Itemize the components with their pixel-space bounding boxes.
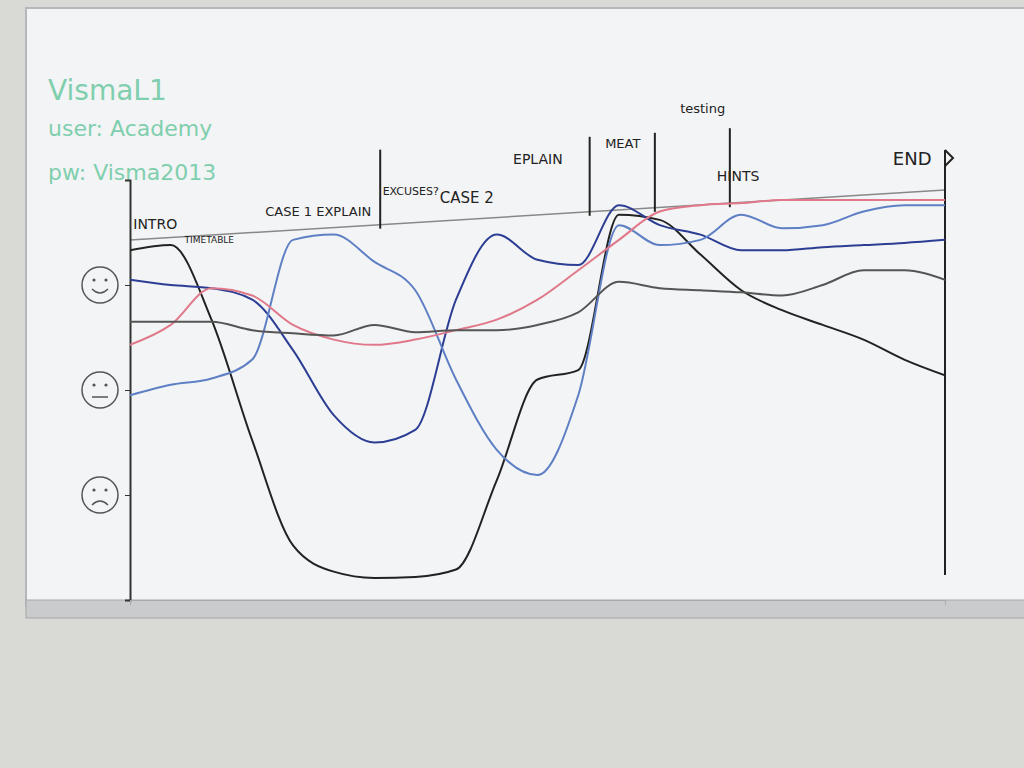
face-icon: [82, 372, 118, 408]
face-eye: [92, 488, 95, 491]
phase-divider: [589, 137, 591, 216]
face-icon: [82, 477, 118, 513]
face-mouth: [92, 289, 108, 293]
x-axis: [131, 600, 946, 605]
x-axis-line: [131, 601, 946, 606]
series-line: [130, 205, 945, 442]
phase-label: testing: [680, 101, 725, 116]
series-line: [130, 270, 945, 335]
series-line: [130, 205, 945, 475]
face-mouth: [92, 396, 108, 398]
x-tick: [130, 600, 131, 605]
series-line: [130, 200, 945, 345]
face-eye: [92, 278, 95, 281]
y-tick-mark: [125, 285, 130, 286]
marker-tray: [26, 600, 1024, 618]
note-text: user: Academy: [48, 116, 212, 141]
face-outline: [82, 372, 118, 408]
timeline: [130, 190, 945, 240]
face-outline: [82, 267, 118, 303]
y-tick: [125, 495, 130, 496]
phase-label: TIMETABLE: [184, 235, 235, 245]
face-mouth: [92, 501, 108, 505]
phase-label: HINTS: [717, 168, 760, 184]
phase-labels: INTRO TIMETABLE CASE 1 EXPLAIN EXCUSES?CASE…: [133, 101, 931, 244]
plot-area: [130, 200, 945, 578]
series-line: [130, 215, 945, 578]
x-tick-mark: [130, 600, 131, 605]
note-text: VismaL1: [48, 74, 167, 107]
face-eye: [104, 278, 107, 281]
chart-svg: VismaL1 user: Academy pw: Visma2013 INTRO TI…: [0, 0, 1024, 768]
phase-label: EPLAIN: [513, 151, 563, 167]
phase-label: CASE 2: [440, 189, 494, 207]
y-tick-mark: [125, 495, 130, 496]
whiteboard: [26, 8, 1024, 606]
phase-label: EXCUSES?: [383, 185, 439, 198]
phase-divider: [379, 150, 381, 229]
faces: [82, 267, 118, 513]
phase-label: END: [893, 148, 932, 169]
y-tick: [125, 285, 130, 286]
face-icon: [82, 267, 118, 303]
phase-dividers: [380, 128, 953, 575]
y-tick: [125, 390, 130, 391]
y-axis: [125, 181, 131, 601]
note-text: pw: Visma2013: [48, 160, 216, 185]
phase-label: INTRO: [133, 216, 177, 232]
chart-container: VismaL1 user: Academy pw: Visma2013 INTRO TI…: [0, 0, 1024, 768]
face-eye: [104, 488, 107, 491]
notes: VismaL1 user: Academy pw: Visma2013: [48, 74, 216, 185]
phase-divider: [944, 150, 946, 575]
y-axis-line: [125, 181, 131, 601]
face-outline: [82, 477, 118, 513]
y-tick-mark: [125, 390, 130, 391]
phase-label: MEAT: [605, 136, 640, 151]
phase-divider: [654, 133, 656, 212]
face-eye: [92, 383, 95, 386]
phase-label: CASE 1 EXPLAIN: [265, 204, 371, 219]
face-eye: [104, 383, 107, 386]
x-tick: [945, 600, 946, 605]
x-tick-mark: [945, 600, 946, 605]
end-flag: [945, 150, 953, 166]
